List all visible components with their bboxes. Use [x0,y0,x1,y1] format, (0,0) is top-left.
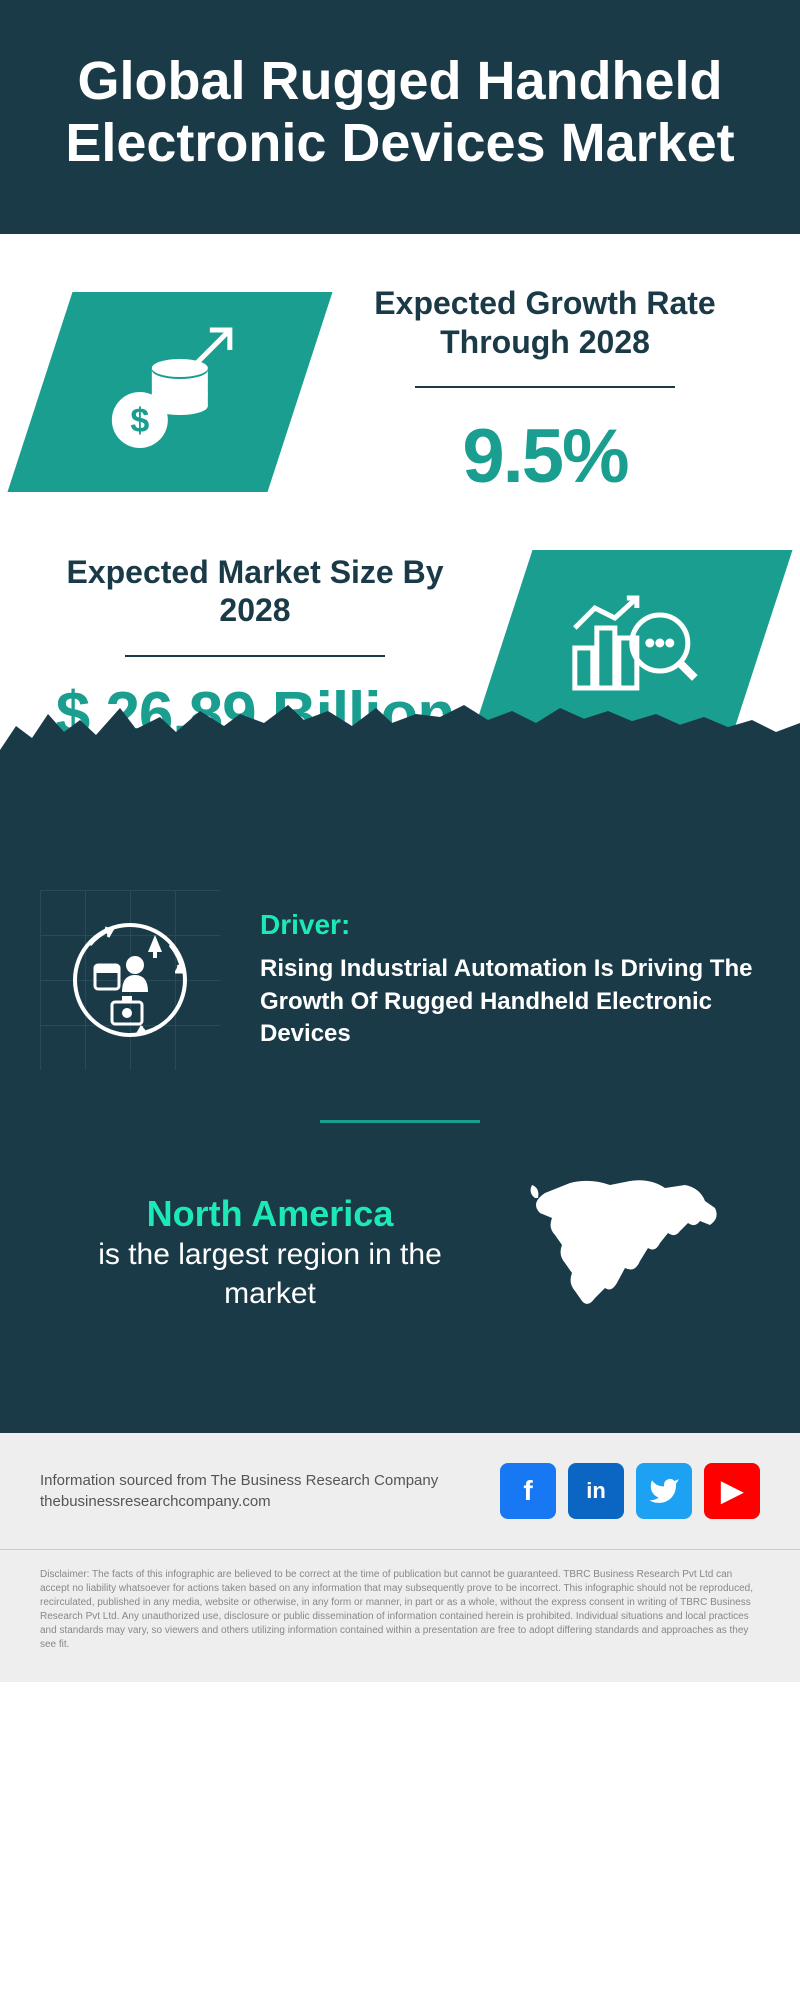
growth-section: $ Expected Growth Rate Through 2028 9.5% [0,234,800,530]
region-highlight: North America [60,1193,480,1235]
svg-text:$: $ [131,402,150,440]
growth-label: Expected Growth Rate Through 2028 [330,284,760,361]
divider-teal [320,1120,480,1123]
facebook-icon[interactable]: f [500,1463,556,1519]
chart-magnify-icon [555,572,705,722]
driver-icon-box [40,890,220,1070]
driver-label: Driver: [260,909,760,941]
driver-text-block: Driver: Rising Industrial Automation Is … [260,909,760,1050]
region-block: North America is the largest region in t… [40,1173,760,1373]
city-silhouette [0,750,800,870]
growth-icon-box: $ [8,292,333,492]
automation-icon [60,910,200,1050]
market-label: Expected Market Size By 2028 [40,553,470,630]
coins-growth-icon: $ [95,315,245,465]
footer: Information sourced from The Business Re… [0,1433,800,1549]
page-title: Global Rugged Handheld Electronic Device… [40,50,760,174]
north-america-map-icon [520,1173,740,1333]
driver-block: Driver: Rising Industrial Automation Is … [40,890,760,1070]
source-line1: Information sourced from The Business Re… [40,1470,438,1491]
source-line2: thebusinessresearchcompany.com [40,1491,438,1512]
youtube-icon[interactable]: ▶ [704,1463,760,1519]
growth-value: 9.5% [330,413,760,500]
linkedin-icon[interactable]: in [568,1463,624,1519]
region-subtitle: is the largest region in the market [60,1235,480,1313]
dark-section: Driver: Rising Industrial Automation Is … [0,870,800,1433]
header: Global Rugged Handheld Electronic Device… [0,0,800,234]
divider [125,655,385,657]
twitter-icon[interactable] [636,1463,692,1519]
disclaimer: Disclaimer: The facts of this infographi… [0,1549,800,1682]
social-icons: f in ▶ [500,1463,760,1519]
growth-text-block: Expected Growth Rate Through 2028 9.5% [330,284,760,500]
source-text: Information sourced from The Business Re… [40,1470,438,1512]
divider [415,386,675,388]
region-text-block: North America is the largest region in t… [60,1193,480,1313]
market-text-block: Expected Market Size By 2028 $ 26.89 Bil… [40,553,470,747]
driver-description: Rising Industrial Automation Is Driving … [260,953,760,1050]
